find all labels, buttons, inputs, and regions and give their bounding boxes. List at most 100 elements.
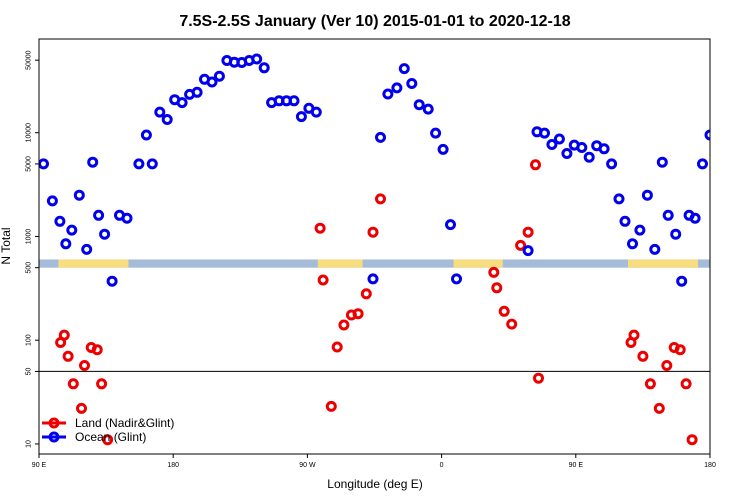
- land-point-13: [331, 341, 343, 353]
- y-tick-label-5: 5000: [26, 156, 33, 172]
- ocean-point-15: [146, 158, 158, 170]
- ocean-point-75: [704, 129, 710, 141]
- ocean-point-16: [154, 106, 166, 118]
- ocean-point-78: [728, 116, 736, 124]
- ocean-point-46: [430, 127, 442, 139]
- land-point-3: [62, 350, 74, 362]
- land-point-4: [76, 402, 87, 414]
- ocean-point-29: [251, 53, 263, 65]
- land-point-18: [367, 226, 379, 238]
- ocean-point-42: [398, 63, 410, 75]
- x-axis-label: Longitude (deg E): [327, 477, 422, 491]
- ocean-point-61: [606, 158, 618, 170]
- ocean-point-7: [87, 156, 99, 168]
- ocean-point-23: [206, 76, 218, 88]
- land-band-1: [317, 259, 363, 268]
- land-point-8: [96, 378, 108, 390]
- ocean-point-48: [445, 219, 456, 231]
- ocean-point-35: [295, 111, 307, 123]
- ocean-point-65: [634, 224, 646, 236]
- y-tick-label-1: 50: [26, 367, 33, 375]
- ocean-point-14: [140, 129, 152, 141]
- ocean-point-50: [522, 245, 534, 257]
- land-point-5: [79, 360, 90, 371]
- ocean-point-21: [191, 86, 203, 98]
- land-point-20: [488, 266, 500, 278]
- y-tick-label-7: 50000: [26, 50, 33, 70]
- land-point-23: [506, 318, 518, 330]
- ocean-point-57: [576, 142, 588, 153]
- ocean-point-71: [676, 275, 688, 287]
- land-point-22: [498, 305, 510, 317]
- legend-label-ocean: Ocean (Glint): [75, 430, 146, 444]
- land-point-9: [102, 434, 114, 446]
- y-axis-label: N Total: [0, 227, 13, 264]
- ocean-point-63: [619, 215, 631, 227]
- land-point-21: [491, 282, 503, 294]
- land-point-11: [317, 274, 329, 286]
- ocean-point-44: [413, 99, 425, 111]
- land-point-19: [375, 193, 386, 205]
- land-point-27: [533, 372, 544, 384]
- ocean-point-38: [367, 273, 379, 285]
- ocean-point-49: [451, 273, 462, 285]
- land-point-32: [653, 402, 665, 414]
- y-tick-label-2: 100: [26, 334, 33, 346]
- ocean-point-17: [161, 114, 173, 125]
- ocean-point-1: [46, 195, 58, 207]
- land-point-17: [360, 288, 372, 300]
- y-axis: 10 50 100 500 1000 5000 10000 50000: [26, 50, 39, 448]
- land-point-33: [661, 360, 673, 371]
- plot-area: [38, 38, 711, 455]
- land-point-31: [644, 378, 656, 390]
- series-ocean: [39, 53, 736, 287]
- ocean-point-52: [539, 127, 550, 139]
- ocean-point-74: [697, 158, 708, 170]
- land-point-24: [515, 239, 527, 251]
- legend-item-ocean: Ocean (Glint): [42, 430, 146, 444]
- ocean-point-34: [288, 95, 300, 107]
- ocean-point-6: [81, 243, 93, 255]
- ocean-point-9: [99, 228, 111, 240]
- y-tick-label-6: 10000: [26, 123, 33, 143]
- data-series: [39, 53, 736, 446]
- land-point-25: [522, 226, 534, 238]
- ocean-band: [39, 259, 710, 268]
- series-land: [55, 159, 698, 446]
- land-point-16: [352, 308, 364, 320]
- land-point-2: [67, 378, 79, 390]
- ocean-point-12: [121, 212, 133, 224]
- legend-label-land: Land (Nadir&Glint): [75, 416, 174, 430]
- ocean-point-77: [721, 108, 729, 116]
- ocean-point-24: [213, 70, 225, 82]
- ocean-point-40: [382, 88, 394, 100]
- y-tick-label-4: 1000: [26, 229, 33, 245]
- ocean-point-67: [649, 243, 661, 255]
- x-tick-label-4: 90 E: [569, 462, 584, 469]
- ocean-point-53: [546, 139, 558, 150]
- legend-item-land: Land (Nadir&Glint): [42, 416, 174, 430]
- x-tick-label-5: 180: [704, 462, 716, 469]
- ocean-point-8: [93, 209, 105, 221]
- ocean-point-10: [106, 275, 118, 287]
- land-point-37: [686, 434, 698, 446]
- x-tick-label-0: 90 E: [32, 462, 47, 469]
- ocean-point-66: [641, 189, 653, 201]
- ocean-point-68: [656, 156, 668, 168]
- ocean-point-39: [375, 131, 386, 143]
- land-point-35: [674, 344, 686, 356]
- ocean-point-37: [310, 106, 322, 118]
- ocean-point-69: [662, 209, 674, 221]
- ocean-point-5: [73, 189, 85, 201]
- chart-title: 7.5S-2.5S January (Ver 10) 2015-01-01 to…: [179, 13, 570, 30]
- ocean-point-73: [689, 212, 701, 224]
- ocean-point-64: [627, 238, 638, 250]
- ocean-point-45: [422, 103, 434, 115]
- x-tick-label-2: 90 W: [299, 462, 316, 469]
- ocean-point-30: [258, 62, 270, 74]
- land-band-0: [58, 259, 129, 268]
- land-point-14: [338, 319, 350, 331]
- x-tick-label-1: 180: [167, 462, 179, 469]
- land-ocean-band: [39, 259, 710, 268]
